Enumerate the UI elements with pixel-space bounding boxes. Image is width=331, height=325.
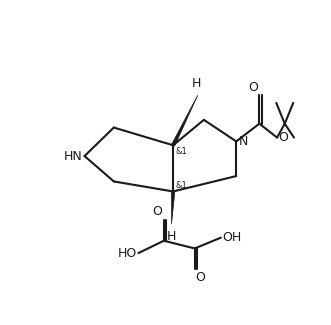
Text: H: H — [167, 230, 176, 243]
Text: HO: HO — [118, 247, 137, 260]
Text: O: O — [153, 205, 162, 218]
Text: OH: OH — [222, 231, 242, 244]
Text: O: O — [248, 81, 258, 94]
Text: H: H — [192, 77, 201, 90]
Text: O: O — [195, 271, 205, 284]
Polygon shape — [171, 95, 198, 146]
Text: O: O — [279, 131, 289, 144]
Text: &1: &1 — [175, 147, 187, 156]
Text: HN: HN — [64, 150, 82, 162]
Text: N: N — [239, 135, 248, 148]
Text: &1: &1 — [175, 181, 187, 190]
Polygon shape — [171, 191, 175, 224]
